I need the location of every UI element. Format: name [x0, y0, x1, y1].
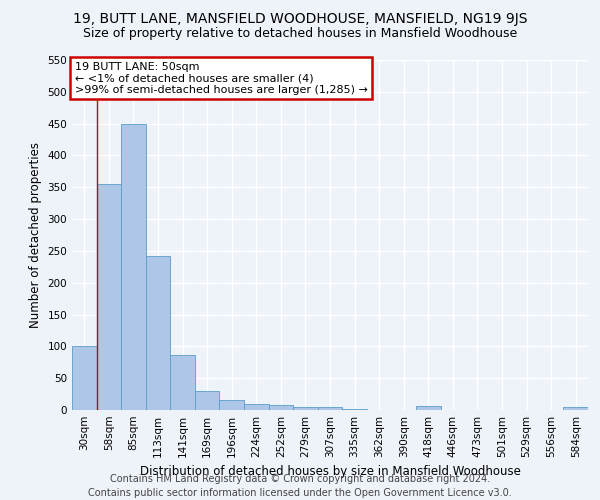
Y-axis label: Number of detached properties: Number of detached properties	[29, 142, 42, 328]
Text: Size of property relative to detached houses in Mansfield Woodhouse: Size of property relative to detached ho…	[83, 28, 517, 40]
Bar	[342, 408, 367, 410]
Bar	[269, 405, 293, 410]
Bar	[146, 256, 170, 410]
Bar	[195, 391, 220, 410]
Bar	[416, 406, 440, 410]
Bar	[97, 184, 121, 410]
X-axis label: Distribution of detached houses by size in Mansfield Woodhouse: Distribution of detached houses by size …	[140, 466, 520, 478]
Bar	[293, 408, 318, 410]
Text: 19, BUTT LANE, MANSFIELD WOODHOUSE, MANSFIELD, NG19 9JS: 19, BUTT LANE, MANSFIELD WOODHOUSE, MANS…	[73, 12, 527, 26]
Bar	[121, 124, 146, 410]
Bar	[72, 346, 97, 410]
Text: 19 BUTT LANE: 50sqm
← <1% of detached houses are smaller (4)
>99% of semi-detach: 19 BUTT LANE: 50sqm ← <1% of detached ho…	[74, 62, 367, 95]
Bar	[170, 354, 195, 410]
Bar	[318, 408, 342, 410]
Bar	[563, 407, 588, 410]
Bar	[220, 400, 244, 410]
Bar	[244, 404, 269, 410]
Text: Contains HM Land Registry data © Crown copyright and database right 2024.
Contai: Contains HM Land Registry data © Crown c…	[88, 474, 512, 498]
